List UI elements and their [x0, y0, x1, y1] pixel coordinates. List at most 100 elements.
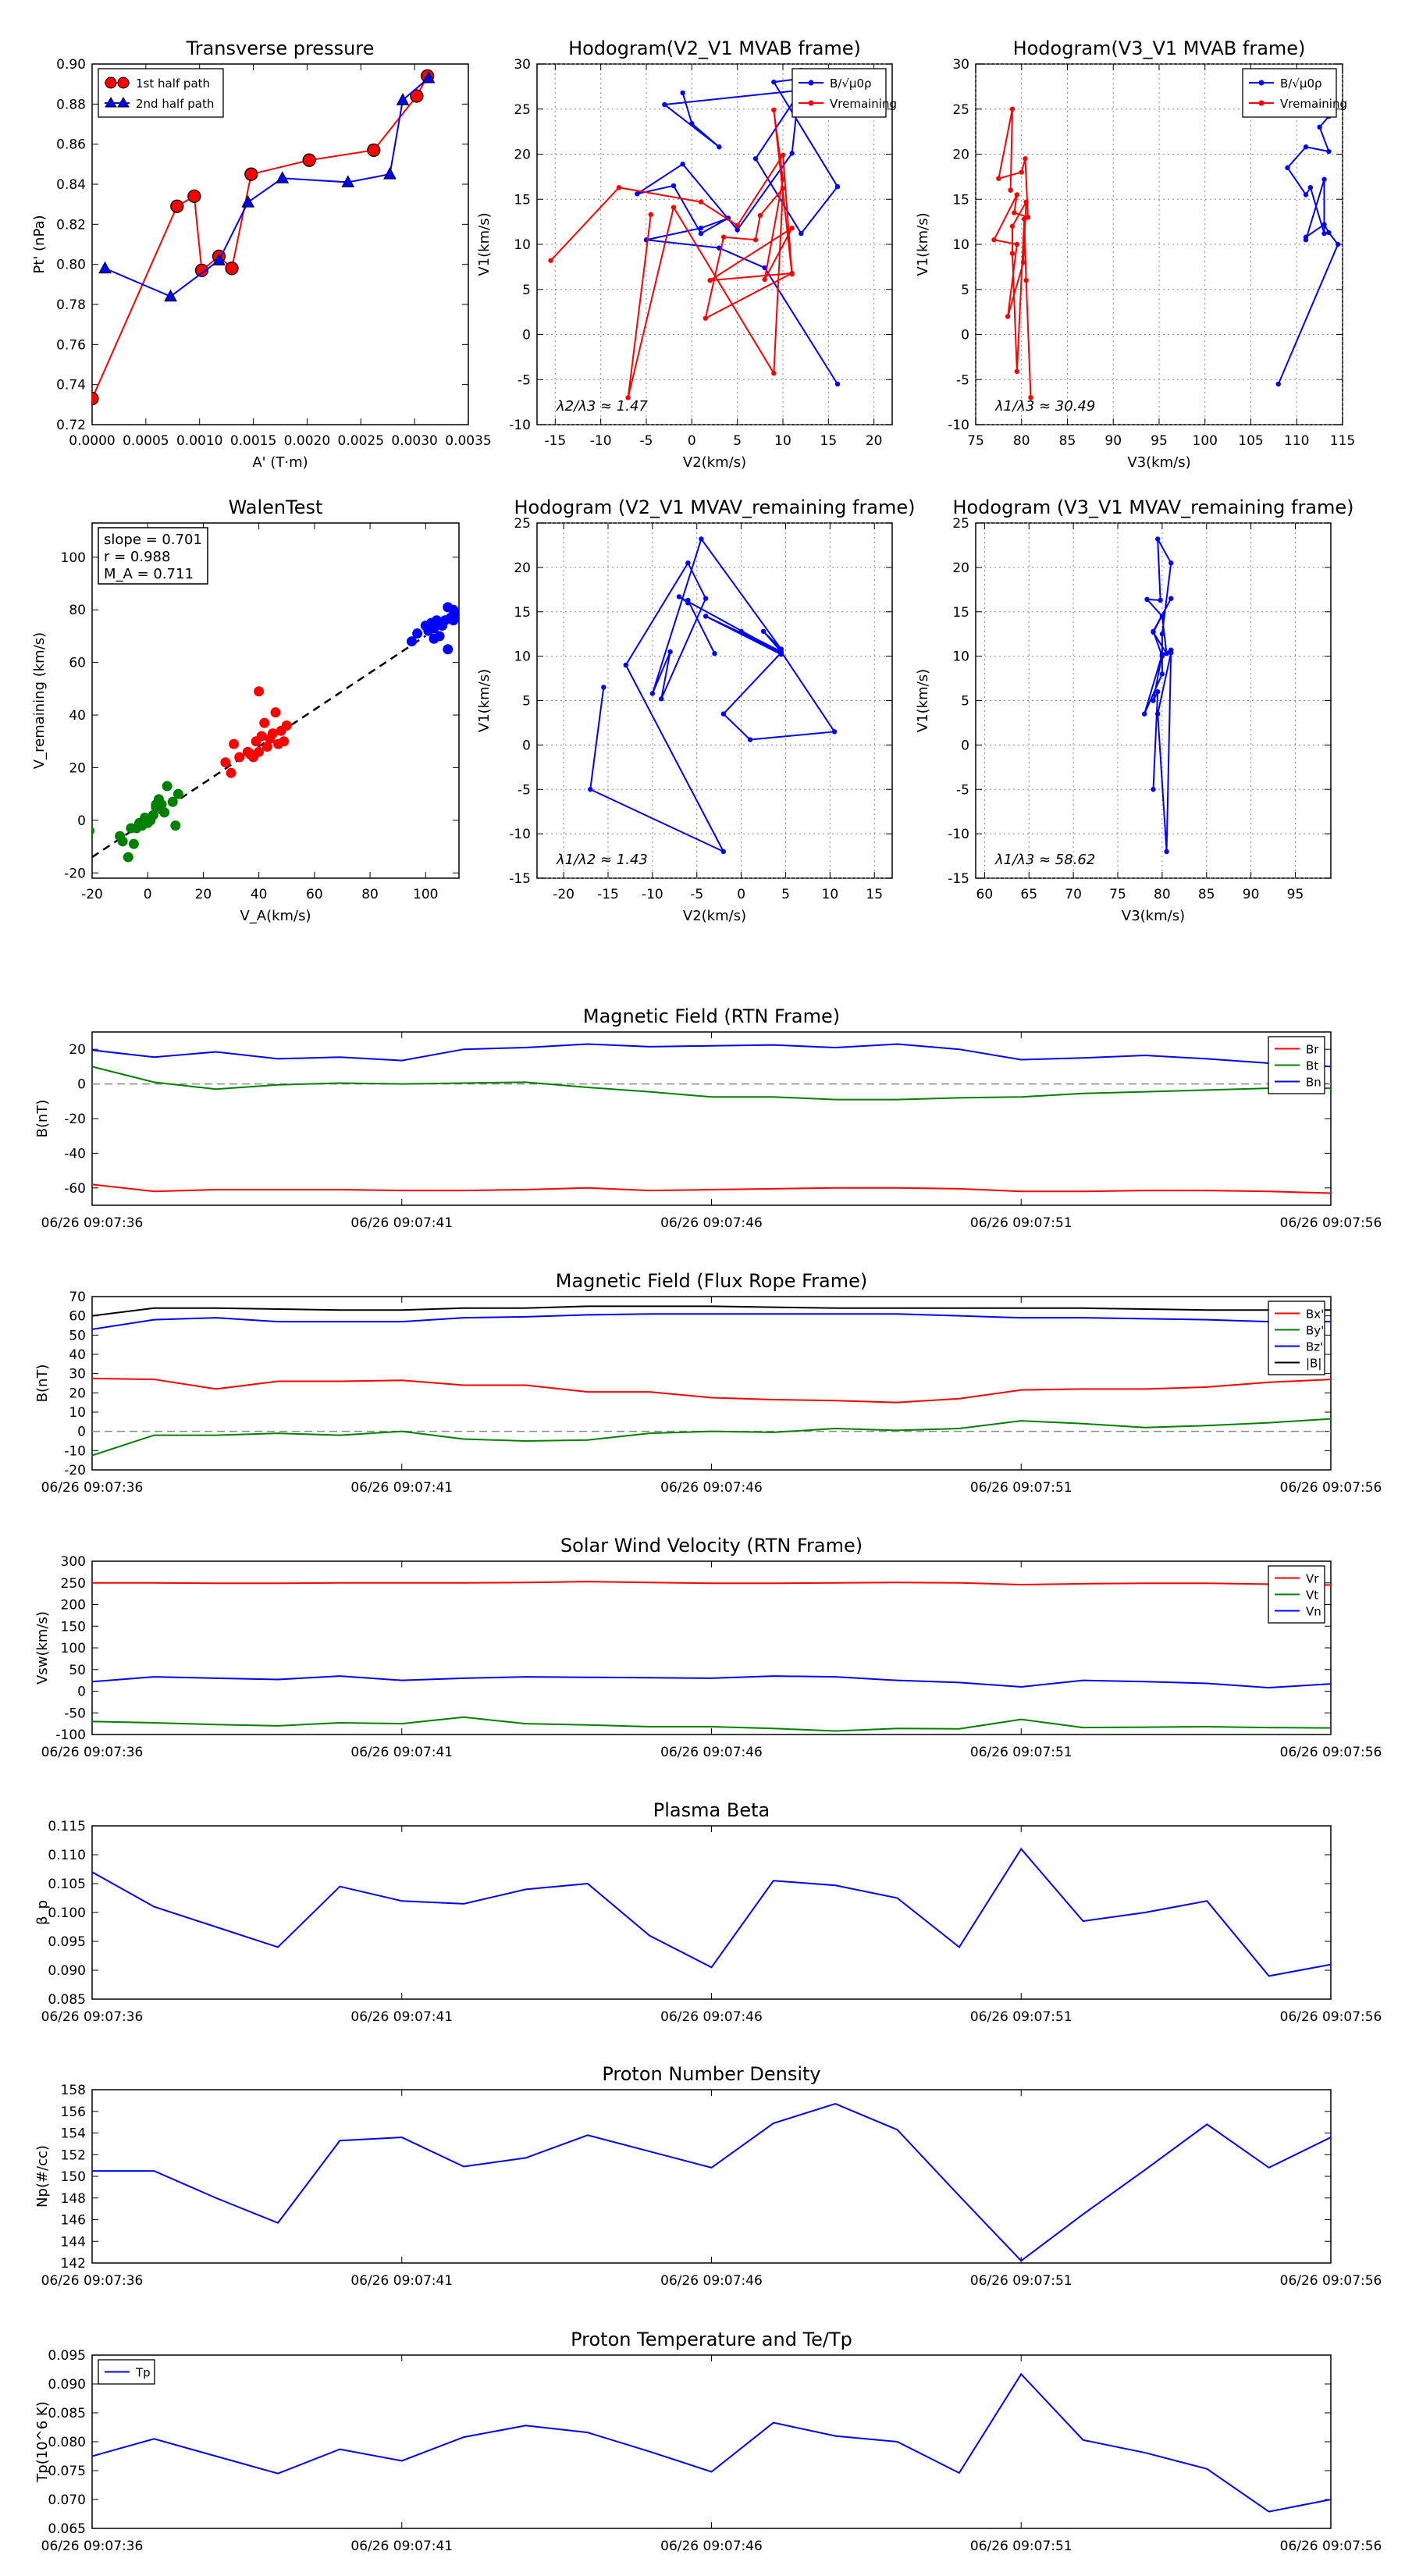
legend-item: Tp [105, 2366, 151, 2380]
lambda-annotation: λ2/λ3 ≈ 1.47 [556, 398, 648, 415]
data-point [735, 227, 740, 233]
data-point [1168, 649, 1174, 656]
data-point [698, 226, 704, 231]
x-tick-label: -20 [81, 887, 103, 902]
y-tick-label: 0.82 [56, 217, 86, 233]
legend-item: By' [1275, 1324, 1324, 1338]
y-tick-label: 80 [69, 603, 86, 618]
x-tick-label: 115 [1330, 433, 1355, 449]
legend-item: Vt [1275, 1589, 1318, 1603]
legend-label: Bn [1306, 1076, 1321, 1090]
y-tick-label: -5 [518, 782, 531, 798]
data-point [244, 167, 258, 181]
data-point [1019, 169, 1024, 175]
plot-frame [91, 2089, 1332, 2264]
y-tick-label: -40 [64, 1146, 86, 1162]
y-axis-label: Tp(10^6 K) [34, 2401, 51, 2482]
x-tick-label: 0.0000 [69, 433, 115, 449]
y-tick-label: 200 [61, 1598, 86, 1614]
data-point [117, 836, 128, 847]
panel-hodo2: 75 80 85 90 95 100 105 110 115 -10 -5 0 5 10 15 20 25 30 H… [915, 37, 1355, 471]
chart-title: Magnetic Field (Flux Rope Frame) [556, 1270, 867, 1292]
y-tick-label: 30 [952, 57, 969, 73]
y-tick-label: 0.110 [48, 1848, 86, 1863]
data-point [738, 628, 744, 634]
data-point [256, 731, 267, 742]
data-point [771, 79, 777, 85]
x-tick-label: 06/26 09:07:36 [41, 2539, 144, 2554]
lambda-annotation: λ1/λ3 ≈ 30.49 [994, 398, 1095, 415]
x-tick-label: 90 [1104, 433, 1122, 449]
panel-temp: 06/26 09:07:36 06/26 09:07:41 06/26 09:07:… [34, 2329, 1382, 2554]
y-tick-label: 70 [69, 1290, 86, 1305]
series-blue [406, 602, 459, 655]
x-tick-label: 80 [1013, 433, 1030, 449]
series-line [92, 1043, 1331, 1068]
x-tick-label: 06/26 09:07:56 [1280, 2273, 1382, 2289]
x-tick-label: 06/26 09:07:56 [1280, 2539, 1382, 2554]
y-axis-label: V1(km/s) [476, 669, 493, 732]
y-tick-label: 0.070 [48, 2492, 86, 2508]
x-tick-label: 75 [1109, 887, 1126, 902]
series-By' [92, 1418, 1331, 1457]
y-tick-label: 0.78 [56, 297, 86, 313]
y-tick-label: -50 [64, 1706, 86, 1721]
data-point [625, 395, 631, 400]
data-point [412, 628, 423, 639]
legend-label: Vremaining [830, 97, 897, 111]
data-point [1151, 787, 1156, 792]
data-point [1321, 176, 1327, 183]
legend-item: 1st half path [105, 76, 210, 91]
y-tick-label: -10 [948, 827, 969, 842]
data-point [1141, 711, 1147, 717]
series-line [92, 1305, 1331, 1317]
legend-item: Bx' [1275, 1308, 1324, 1322]
x-tick-label: 06/26 09:07:41 [350, 2273, 453, 2289]
panel-walen: -20 0 20 40 60 80 100 -20 0 20 40 60 80 100 WalenTest V… [31, 496, 460, 924]
series-|B| [92, 1305, 1331, 1317]
data-point [1151, 698, 1156, 703]
data-point [226, 767, 237, 778]
legend-label: Bx' [1306, 1308, 1324, 1322]
data-point [1168, 560, 1174, 566]
y-tick-label: 0.105 [48, 1877, 86, 1892]
legend: Bx' By' Bz' |B| [1268, 1300, 1325, 1375]
y-tick-label: -15 [948, 871, 969, 887]
x-tick-label: 65 [1020, 887, 1037, 902]
x-tick-label: 06/26 09:07:51 [970, 1215, 1072, 1231]
y-tick-label: 10 [514, 649, 531, 665]
legend-label: 2nd half path [136, 97, 214, 111]
y-tick-label: 0.080 [48, 2435, 86, 2450]
data-point [229, 738, 240, 749]
x-tick-label: 06/26 09:07:51 [970, 1745, 1072, 1760]
y-tick-label: 0.090 [48, 2377, 86, 2393]
data-point [1014, 192, 1020, 197]
data-point [1009, 106, 1016, 112]
data-point [162, 781, 173, 792]
data-point [780, 152, 786, 158]
x-axis-label: V2(km/s) [683, 908, 746, 924]
data-point [1023, 278, 1029, 283]
data-point [680, 90, 685, 96]
data-point [220, 757, 231, 768]
plot-frame [91, 1560, 1332, 1735]
chart-title: Transverse pressure [186, 37, 375, 59]
x-tick-label: 100 [413, 887, 438, 902]
panel-transverse: 0.0000 0.0005 0.0010 0.0015 0.0020 0.0025 0.00… [31, 37, 492, 471]
data-point [670, 205, 677, 210]
legend: B/√μ0ρ Vremaining [791, 68, 897, 118]
data-point [1012, 210, 1017, 215]
x-tick-label: -10 [642, 887, 663, 902]
plot-area [92, 602, 459, 863]
data-point [341, 175, 355, 187]
x-tick-label: 06/26 09:07:51 [970, 2009, 1072, 2025]
lambda-annotation: λ1/λ3 ≈ 58.62 [994, 852, 1095, 868]
y-tick-label: 20 [514, 560, 531, 576]
panel-mag_rtn: 06/26 09:07:36 06/26 09:07:41 06/26 09:07:… [34, 1005, 1382, 1231]
data-point [712, 651, 717, 656]
data-point [670, 183, 677, 189]
x-tick-label: 20 [195, 887, 212, 902]
legend: Tp [98, 2359, 155, 2385]
x-tick-label: 0.0020 [284, 433, 330, 449]
y-tick-label: 5 [961, 283, 969, 298]
